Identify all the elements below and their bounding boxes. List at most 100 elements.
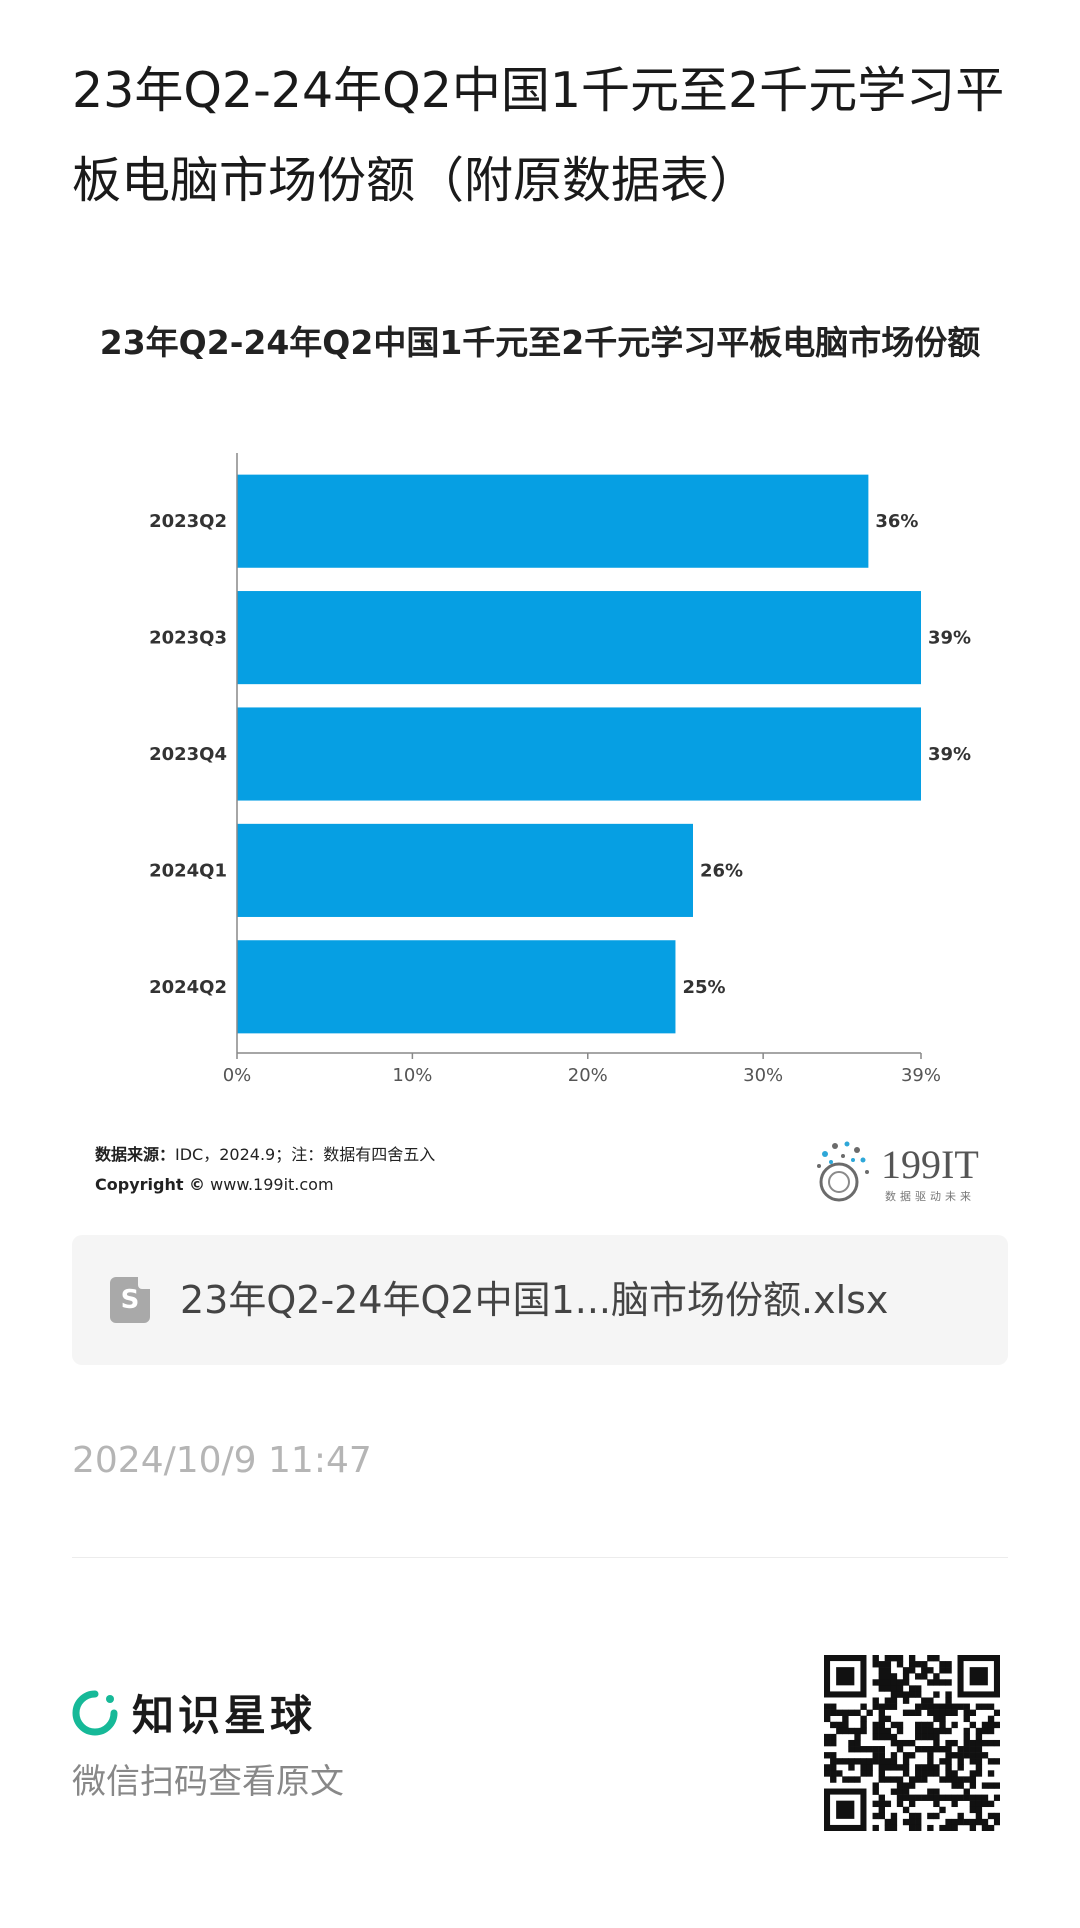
qr-module: [969, 1776, 977, 1783]
qr-module: [878, 1746, 885, 1753]
qr-module: [908, 1667, 916, 1674]
qr-module: [848, 1727, 855, 1735]
qr-module: [824, 1739, 831, 1747]
qr-module: [927, 1679, 934, 1686]
qr-module: [987, 1770, 995, 1777]
qr-module: [945, 1752, 952, 1759]
qr-module: [896, 1794, 904, 1801]
qr-module: [927, 1788, 934, 1795]
qr-module: [939, 1715, 946, 1723]
qr-module: [842, 1721, 849, 1729]
attachment-filename[interactable]: 23年Q2-24年Q2中国1...脑市场份额.xlsx: [180, 1278, 889, 1322]
qr-module: [975, 1764, 983, 1771]
qr-module: [872, 1788, 879, 1795]
qr-module: [884, 1824, 892, 1831]
x-tick-label: 10%: [392, 1065, 432, 1086]
qr-module: [902, 1770, 910, 1777]
qr-module: [951, 1782, 958, 1789]
qr-module: [915, 1776, 922, 1783]
qr-module: [927, 1703, 934, 1710]
attachment-file[interactable]: S 23年Q2-24年Q2中国1...脑市场份额.xlsx: [72, 1235, 1008, 1365]
qr-module: [933, 1746, 940, 1753]
qr-module: [878, 1703, 885, 1710]
qr-module: [872, 1721, 879, 1729]
qr-module: [878, 1812, 885, 1820]
qr-module: [927, 1709, 934, 1716]
qr-module: [921, 1727, 928, 1735]
qr-module: [830, 1703, 837, 1710]
qr-module: [927, 1697, 934, 1704]
qr-module: [981, 1727, 989, 1735]
qr-module: [836, 1758, 843, 1765]
qr-module: [890, 1703, 898, 1710]
qr-module: [939, 1721, 946, 1729]
qr-module: [902, 1691, 910, 1698]
qr-module: [866, 1770, 873, 1777]
qr-module: [957, 1818, 964, 1826]
qr-module: [890, 1776, 898, 1783]
qr-module: [915, 1703, 922, 1710]
qr-module: [902, 1709, 910, 1716]
qr-module: [975, 1770, 983, 1777]
bar: [237, 707, 921, 801]
qr-module: [921, 1746, 928, 1753]
qr-module: [872, 1697, 879, 1704]
qr-module: [975, 1794, 983, 1801]
qr-module: [945, 1758, 952, 1765]
qr-module: [878, 1727, 885, 1735]
qr-module: [945, 1703, 952, 1710]
qr-module: [890, 1818, 898, 1826]
qr-module: [969, 1794, 977, 1801]
qr-module: [915, 1764, 922, 1771]
qr-module: [927, 1824, 934, 1831]
qr-module: [878, 1685, 885, 1692]
qr-module: [890, 1721, 898, 1729]
qr-module: [921, 1673, 928, 1680]
qr-module: [939, 1709, 946, 1716]
qr-module: [896, 1655, 904, 1662]
qr-module: [951, 1703, 958, 1710]
qr-module: [945, 1764, 952, 1771]
qr-module: [915, 1685, 922, 1692]
qr-module: [945, 1776, 952, 1783]
qr-module: [902, 1794, 910, 1801]
qr-module: [957, 1746, 964, 1753]
qr-module: [836, 1721, 843, 1729]
source-note: 数据来源：IDC，2024.9；注：数据有四舍五入 Copyright © ww…: [95, 1140, 435, 1200]
qr-module: [866, 1709, 873, 1716]
qr-module: [981, 1824, 989, 1831]
qr-module: [908, 1691, 916, 1698]
qr-module: [854, 1727, 861, 1735]
qr-module: [921, 1794, 928, 1801]
qr-module: [884, 1776, 892, 1783]
qr-module: [933, 1812, 940, 1820]
source-text: IDC，2024.9；注：数据有四舍五入: [175, 1145, 436, 1164]
qr-module: [975, 1800, 983, 1808]
qr-module: [830, 1733, 837, 1741]
x-tick-label: 30%: [743, 1065, 783, 1086]
qr-module: [963, 1727, 970, 1735]
qr-module: [902, 1673, 910, 1680]
qr-module: [927, 1758, 934, 1765]
qr-module: [939, 1794, 946, 1801]
qr-module: [884, 1727, 892, 1735]
qr-module: [908, 1776, 916, 1783]
qr-module: [830, 1770, 837, 1777]
qr-module: [830, 1758, 837, 1765]
qr-module: [921, 1661, 928, 1668]
qr-module: [908, 1661, 916, 1668]
qr-module: [975, 1806, 983, 1814]
qr-module: [915, 1770, 922, 1777]
qr-module: [872, 1752, 879, 1759]
qr-module: [933, 1739, 940, 1747]
qr-module: [951, 1776, 958, 1783]
qr-module: [939, 1776, 946, 1783]
qr-module: [969, 1721, 977, 1729]
dandelion-icon: [817, 1141, 869, 1202]
qr-module: [933, 1770, 940, 1777]
qr-module: [915, 1812, 922, 1820]
qr-module: [836, 1667, 855, 1686]
qr-module: [872, 1655, 879, 1662]
qr-code[interactable]: [824, 1655, 1000, 1831]
qr-module: [896, 1685, 904, 1692]
